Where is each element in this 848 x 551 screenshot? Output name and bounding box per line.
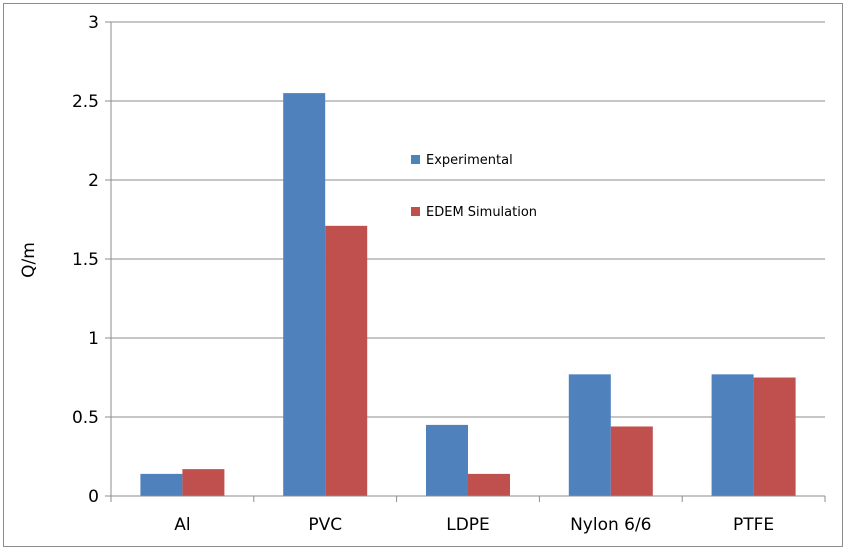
y-tick-label: 0.5 — [72, 408, 99, 428]
y-tick-label: 1 — [88, 329, 99, 349]
y-tick-label: 2 — [88, 171, 99, 191]
bar-experimental-pvc — [283, 93, 326, 496]
x-tick-label: Al — [174, 515, 190, 535]
chart-frame — [3, 3, 843, 547]
bar-experimental-ptfe — [711, 374, 754, 496]
gridlines — [105, 21, 825, 497]
legend-swatch — [411, 207, 420, 216]
bar-experimental-nylon-6-6 — [568, 374, 611, 496]
bar-experimental-al — [140, 473, 183, 496]
bar-experimental-ldpe — [426, 424, 468, 496]
x-tick-labels: Al PVC LDPE Nylon 6/6 PTFE — [174, 515, 774, 535]
y-tick-label: 2.5 — [72, 92, 99, 112]
legend: Experimental EDEM Simulation — [411, 153, 537, 220]
legend-label: EDEM Simulation — [426, 205, 537, 220]
y-tick-label: 1.5 — [72, 250, 99, 270]
x-tick-label: PVC — [308, 515, 342, 535]
x-tick-label: PTFE — [733, 515, 774, 535]
bar-edem-simulation-al — [182, 469, 225, 496]
bar-edem-simulation-pvc — [325, 225, 368, 496]
legend-swatch — [411, 155, 420, 164]
bar-edem-simulation-nylon-6-6 — [610, 426, 653, 496]
x-tick-label: LDPE — [446, 515, 490, 535]
y-tick-label: 3 — [88, 13, 99, 33]
axes — [110, 22, 826, 502]
y-tick-label: 0 — [88, 487, 99, 507]
bars — [140, 93, 796, 496]
x-tick-label: Nylon 6/6 — [570, 515, 651, 535]
y-axis-title: Q/m — [19, 242, 39, 278]
y-tick-labels: 0 0.5 1 1.5 2 2.5 3 — [72, 13, 99, 507]
legend-label: Experimental — [426, 153, 513, 168]
bar-edem-simulation-ldpe — [468, 473, 510, 496]
bar-edem-simulation-ptfe — [753, 377, 796, 496]
